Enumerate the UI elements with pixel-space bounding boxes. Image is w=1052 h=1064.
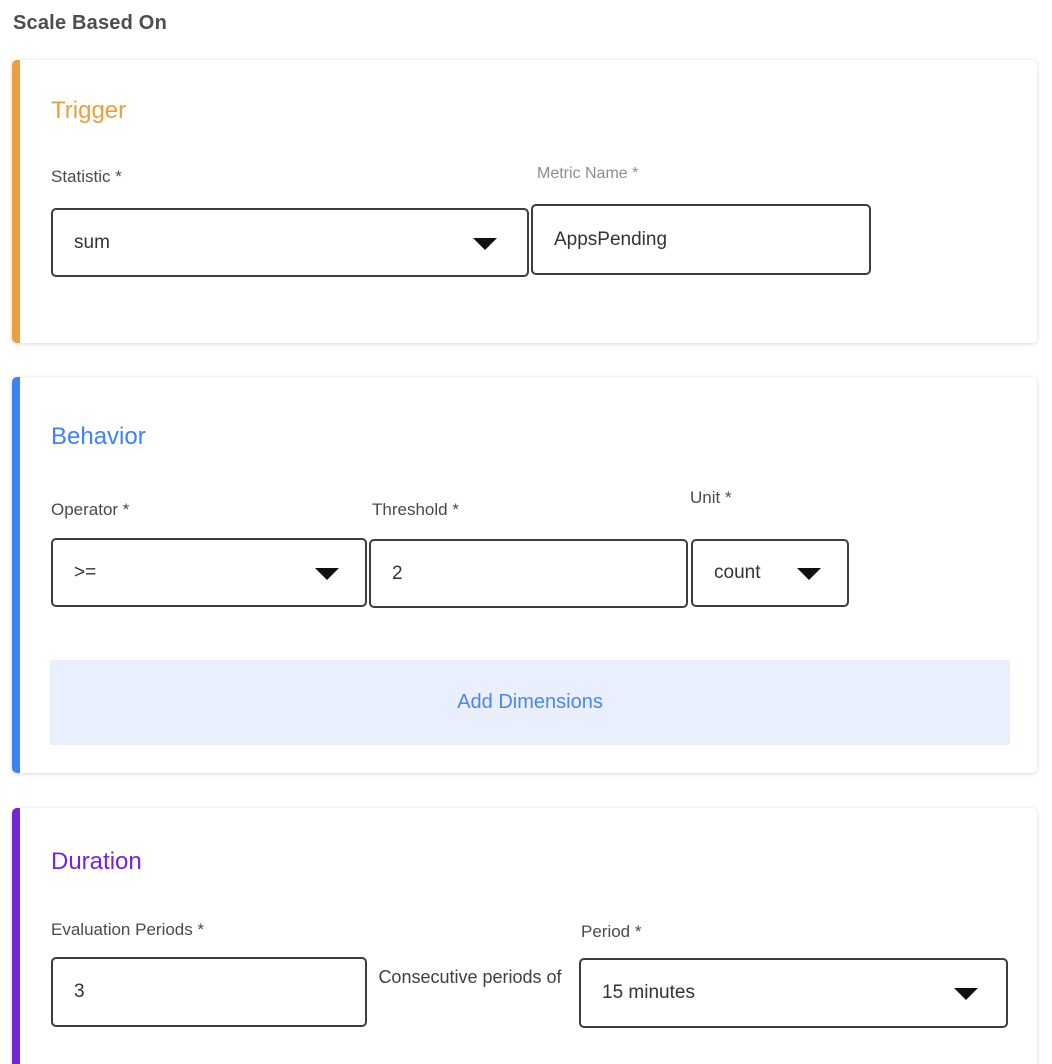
evaluation-periods-input[interactable] — [51, 957, 367, 1027]
evaluation-periods-label: Evaluation Periods * — [51, 920, 205, 939]
operator-select[interactable]: >= — [51, 538, 367, 607]
behavior-section-title: Behavior — [51, 423, 146, 450]
behavior-section: Behavior Operator * >= Threshold * Unit … — [12, 377, 1037, 773]
period-select[interactable]: 15 minutes — [579, 958, 1008, 1028]
threshold-label: Threshold * — [372, 500, 459, 519]
page-title: Scale Based On — [13, 12, 167, 34]
consecutive-periods-text: Consecutive periods of — [378, 967, 562, 987]
statistic-select[interactable]: sum — [51, 208, 529, 277]
period-value: 15 minutes — [602, 982, 695, 1003]
metric-name-label: Metric Name * — [537, 165, 639, 182]
duration-section: Duration Evaluation Periods * Consecutiv… — [12, 808, 1037, 1064]
metric-name-input[interactable] — [531, 204, 871, 275]
operator-label: Operator * — [51, 500, 130, 519]
period-label: Period * — [581, 922, 642, 941]
statistic-value: sum — [74, 231, 110, 253]
trigger-section: Trigger Statistic * sum Metric Name * — [12, 60, 1037, 343]
chevron-down-icon — [954, 988, 978, 1000]
add-dimensions-button[interactable]: Add Dimensions — [50, 660, 1010, 745]
duration-section-title: Duration — [51, 848, 142, 875]
chevron-down-icon — [315, 567, 339, 580]
unit-select[interactable]: count — [691, 539, 849, 607]
threshold-input[interactable] — [369, 539, 688, 608]
unit-value: count — [714, 562, 761, 583]
unit-label: Unit * — [690, 488, 732, 507]
operator-value: >= — [74, 561, 97, 583]
chevron-down-icon — [797, 568, 821, 580]
statistic-label: Statistic * — [51, 167, 122, 186]
chevron-down-icon — [473, 237, 497, 250]
trigger-section-title: Trigger — [51, 97, 127, 124]
